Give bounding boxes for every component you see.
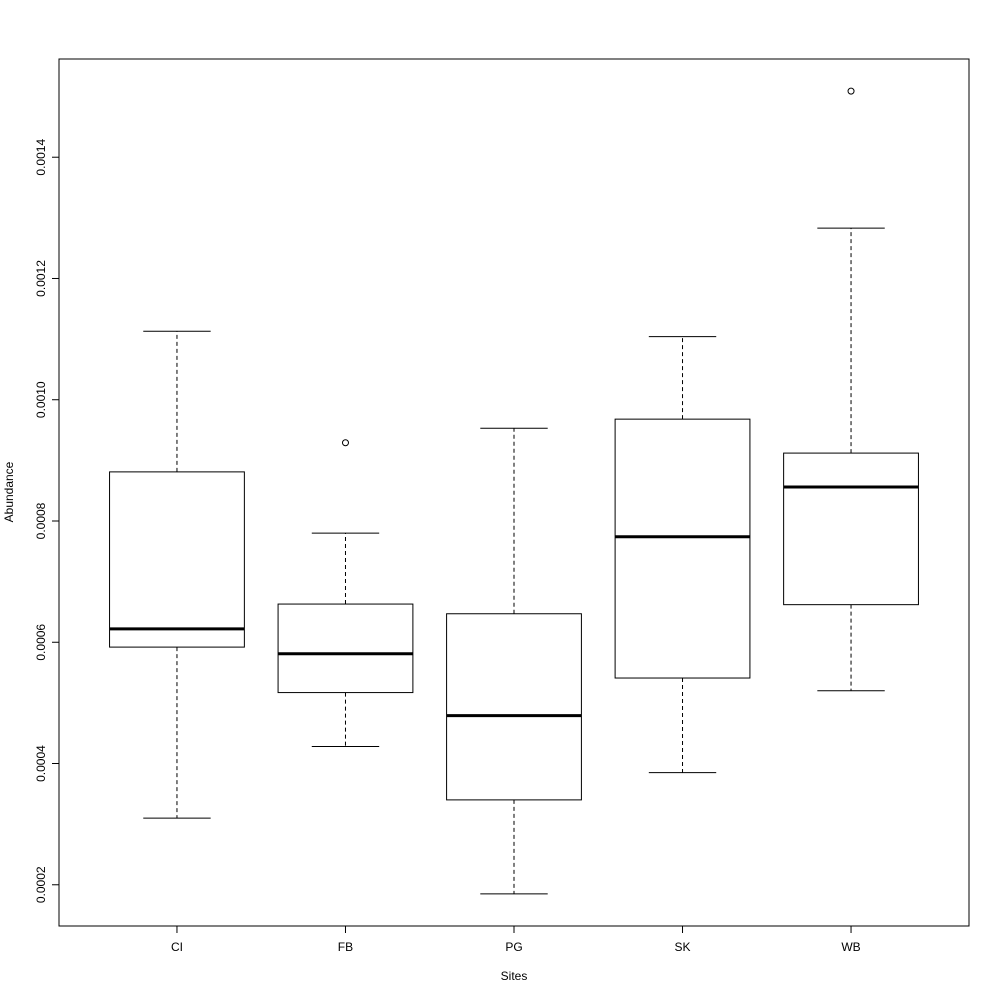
box	[109, 471, 245, 648]
x-axis-label: Sites	[501, 969, 528, 983]
y-tick-label: 0.0006	[34, 624, 48, 661]
x-tick-label: WB	[841, 940, 860, 954]
y-tick-label: 0.0002	[34, 866, 48, 903]
x-tick-label: PG	[505, 940, 522, 954]
y-tick-label: 0.0010	[34, 381, 48, 418]
x-tick-label: FB	[338, 940, 353, 954]
box	[783, 452, 919, 606]
y-tick-label: 0.0014	[34, 139, 48, 176]
y-axis-label: Abundance	[2, 461, 16, 522]
box	[277, 603, 414, 694]
y-tick-label: 0.0012	[34, 260, 48, 297]
x-tick-label: SK	[675, 940, 691, 954]
y-tick-label: 0.0008	[34, 502, 48, 539]
box	[446, 613, 582, 801]
y-tick-label: 0.0004	[34, 745, 48, 782]
box	[614, 418, 751, 679]
outlier	[847, 87, 855, 95]
x-tick-label: CI	[171, 940, 183, 954]
outlier	[341, 439, 349, 447]
